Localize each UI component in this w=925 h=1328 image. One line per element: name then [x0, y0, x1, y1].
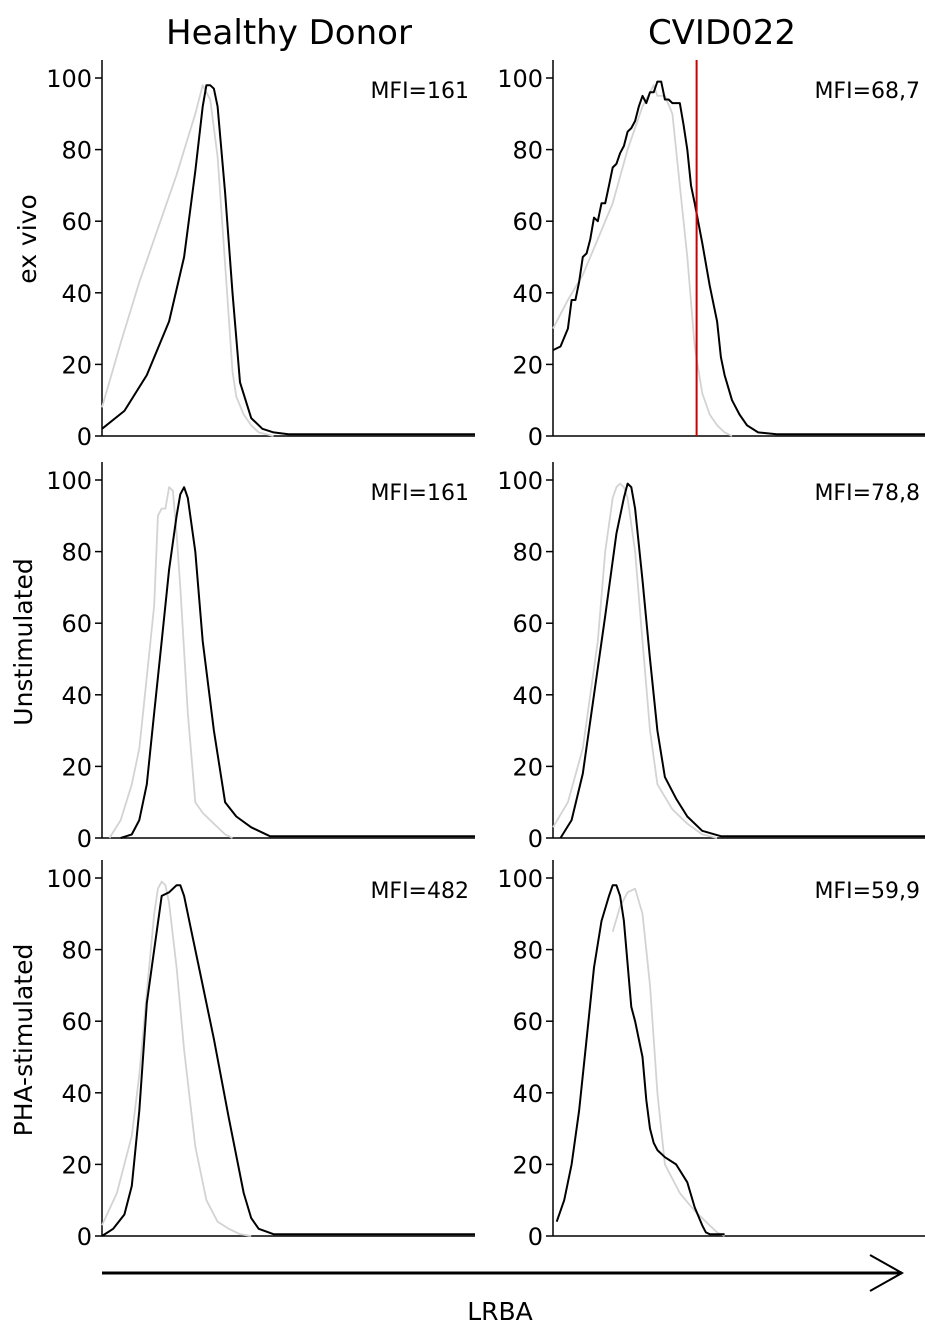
sample-histogram-line [101, 884, 475, 1237]
y-tick-label: 0 [528, 1223, 543, 1251]
control-histogram-line [101, 880, 252, 1237]
histogram-panel-1: 0 20 40 60 80 100 MFI=68,7 [497, 60, 925, 451]
y-tick-label: 100 [46, 865, 92, 893]
row-label-unstimulated: Unstimulated [9, 558, 38, 725]
mfi-annotation: MFI=161 [370, 79, 469, 104]
y-tick-label: 80 [61, 937, 92, 965]
y-tick-label: 0 [77, 423, 92, 451]
y-tick-label: 40 [61, 682, 92, 710]
y-tick-label: 60 [512, 610, 543, 638]
row-label-pha-stimulated: PHA-stimulated [9, 944, 38, 1137]
sample-histogram-line [555, 884, 725, 1236]
histogram-panel-3: 0 20 40 60 80 100 MFI=78,8 [497, 462, 925, 853]
mfi-annotation: MFI=161 [370, 481, 469, 506]
mfi-annotation: MFI=68,7 [814, 79, 920, 104]
sample-histogram-line [552, 80, 925, 436]
y-tick-label: 40 [512, 1080, 543, 1108]
control-histogram-line [552, 482, 718, 839]
x-axis-arrow [102, 1254, 905, 1292]
row-label-ex-vivo: ex vivo [13, 194, 42, 284]
y-tick-label: 0 [528, 825, 543, 853]
y-tick-label: 60 [512, 1008, 543, 1036]
y-tick-label: 0 [528, 423, 543, 451]
y-tick-label: 100 [497, 865, 543, 893]
y-tick-label: 80 [512, 937, 543, 965]
control-histogram-line [611, 887, 725, 1237]
y-tick-label: 0 [77, 1223, 92, 1251]
y-tick-label: 40 [61, 1080, 92, 1108]
control-histogram-line [108, 486, 233, 839]
y-tick-label: 100 [46, 467, 92, 495]
y-tick-label: 60 [512, 208, 543, 236]
y-tick-label: 80 [61, 137, 92, 165]
histogram-panel-0: 0 20 40 60 80 100 MFI=161 [46, 60, 475, 451]
mfi-annotation: MFI=78,8 [814, 481, 920, 506]
y-tick-label: 60 [61, 208, 92, 236]
y-tick-label: 20 [61, 1151, 92, 1179]
y-tick-label: 60 [61, 1008, 92, 1036]
y-tick-label: 80 [61, 539, 92, 567]
y-tick-label: 0 [77, 825, 92, 853]
y-tick-label: 100 [497, 65, 543, 93]
histogram-panel-2: 0 20 40 60 80 100 MFI=161 [46, 462, 475, 853]
column-title-right: CVID022 [648, 13, 796, 53]
sample-histogram-line [559, 482, 925, 839]
y-tick-label: 20 [61, 351, 92, 379]
y-tick-label: 100 [46, 65, 92, 93]
y-tick-label: 80 [512, 539, 543, 567]
x-axis-label: LRBA [467, 1297, 533, 1326]
y-tick-label: 40 [512, 682, 543, 710]
sample-histogram-line [101, 84, 475, 436]
histogram-panel-5: 0 20 40 60 80 100 MFI=59,9 [497, 860, 925, 1251]
y-tick-label: 40 [512, 280, 543, 308]
control-histogram-line [101, 84, 274, 437]
y-tick-label: 20 [61, 753, 92, 781]
y-tick-label: 60 [61, 610, 92, 638]
y-tick-label: 80 [512, 137, 543, 165]
mfi-annotation: MFI=59,9 [814, 879, 920, 904]
histogram-panel-4: 0 20 40 60 80 100 MFI=482 [46, 860, 475, 1251]
y-tick-label: 100 [497, 467, 543, 495]
y-tick-label: 20 [512, 1151, 543, 1179]
sample-histogram-line [120, 486, 475, 839]
mfi-annotation: MFI=482 [370, 879, 469, 904]
column-title-left: Healthy Donor [166, 13, 412, 53]
y-tick-label: 20 [512, 753, 543, 781]
y-tick-label: 40 [61, 280, 92, 308]
y-tick-label: 20 [512, 351, 543, 379]
